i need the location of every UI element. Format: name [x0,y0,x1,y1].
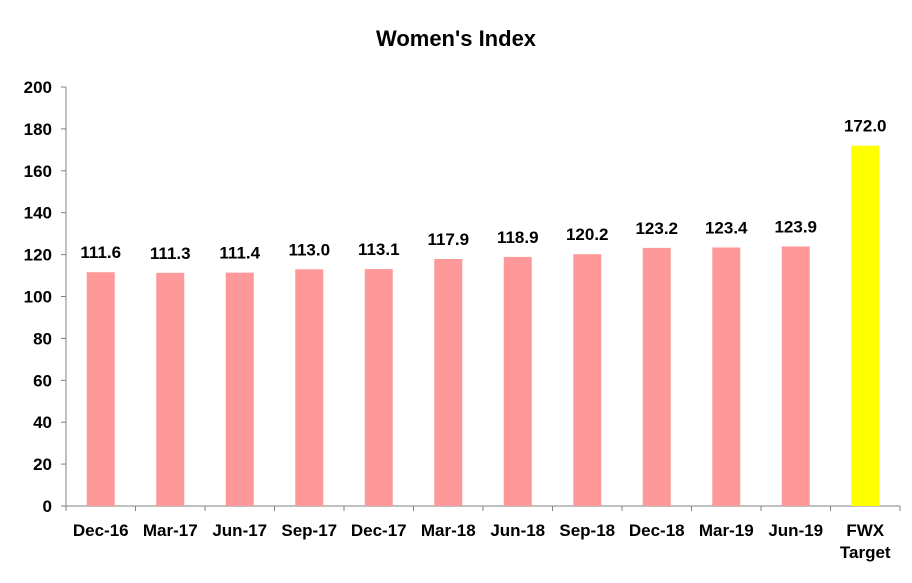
y-tick-label: 100 [24,288,52,307]
x-tick-label: Jun-19 [768,521,823,540]
data-label: 111.4 [219,244,260,263]
data-label: 123.9 [774,217,817,236]
x-tick-label: Mar-18 [421,521,476,540]
data-label: 123.4 [705,218,748,237]
bars [86,145,880,507]
data-label: 113.0 [288,240,330,259]
bar [503,256,532,506]
data-label: 117.9 [427,230,469,249]
y-tick-label: 120 [24,246,52,265]
data-label: 111.6 [80,243,121,262]
bar [156,272,185,506]
x-tick-label: Sep-18 [559,521,615,540]
y-tick-label: 40 [33,413,52,432]
data-label: 123.2 [635,219,678,238]
x-tick-label: Dec-17 [351,521,407,540]
y-tick-label: 60 [33,371,52,390]
value-labels: 111.6 111.3 111.4 113.0 113.1 117.9 118.9 120.2… [80,117,886,263]
x-tick-label: Jun-18 [490,521,545,540]
data-label: 120.2 [566,225,609,244]
y-tick-label: 20 [33,455,52,474]
y-tick-label: 0 [43,497,52,516]
bar [851,145,880,506]
x-tick-label: Mar-17 [143,521,198,540]
bar [781,246,810,506]
data-label: 111.3 [150,244,191,263]
data-label: 118.9 [497,228,539,247]
chart-title: Women's Index [375,26,537,51]
y-tick-label: 160 [24,162,52,181]
x-tick-label: Jun-17 [212,521,267,540]
bar [225,272,254,506]
bar [712,247,741,507]
x-tick-label: FWX [846,521,884,540]
y-tick-label: 80 [33,329,52,348]
y-tick-label: 180 [24,120,52,139]
x-axis: Dec-16 Mar-17 Jun-17 Sep-17 Dec-17 Mar-18 Jun-… [65,505,901,562]
bar [86,272,115,506]
x-tick-label: Target [840,543,891,562]
y-axis: 0 20 40 60 80 100 120 140 160 180 200 [24,78,67,516]
bar [642,247,671,506]
x-tick-label: Sep-17 [281,521,337,540]
bar [434,258,463,506]
bar [295,269,324,506]
x-tick-label: Dec-16 [73,521,129,540]
bar [573,254,602,506]
data-label: 113.1 [358,240,400,259]
y-tick-label: 200 [24,78,52,97]
x-tick-label: Dec-18 [629,521,685,540]
data-label: 172.0 [844,117,887,136]
bar [364,269,393,506]
y-tick-label: 140 [24,204,52,223]
x-tick-label: Mar-19 [699,521,754,540]
